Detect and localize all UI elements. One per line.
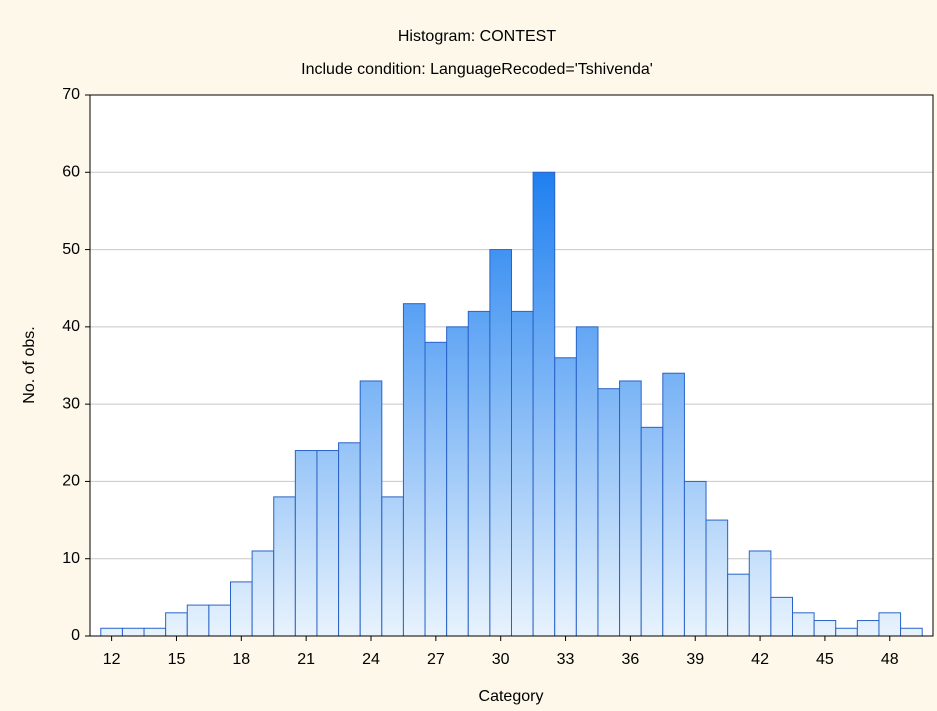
bar (489, 249, 512, 637)
bar (121, 627, 145, 637)
x-tick-label: 21 (297, 651, 315, 668)
y-axis-label: No. of obs. (21, 326, 38, 403)
bar (856, 620, 880, 637)
bar (575, 326, 599, 637)
plot-frame (89, 94, 934, 637)
y-tick-label: 20 (62, 473, 80, 490)
x-tick-label: 30 (492, 651, 510, 668)
bar (835, 627, 858, 637)
bar (446, 326, 469, 637)
bar (619, 380, 642, 637)
bar (683, 480, 707, 637)
y-tick-label: 30 (62, 395, 80, 412)
bar (792, 612, 815, 637)
y-tick-label: 40 (62, 318, 80, 335)
y-tick-label: 70 (62, 86, 80, 103)
y-tick-label: 0 (71, 627, 80, 644)
bar (294, 450, 318, 637)
bar (273, 496, 296, 637)
bar (878, 612, 902, 637)
bar (640, 426, 664, 637)
y-tick-label: 50 (62, 241, 80, 258)
bar (402, 303, 426, 637)
bar (424, 341, 448, 637)
x-tick-label: 24 (362, 651, 380, 668)
bar (705, 519, 729, 637)
x-tick-label: 39 (686, 651, 704, 668)
x-tick-label: 48 (881, 651, 899, 668)
x-tick-label: 15 (168, 651, 186, 668)
bar (316, 450, 340, 637)
bar (100, 627, 123, 637)
y-tick-label: 60 (62, 164, 80, 181)
y-tick-label: 10 (62, 550, 80, 567)
bar (554, 357, 577, 637)
x-tick-label: 36 (621, 651, 639, 668)
bar (748, 550, 772, 637)
x-tick-label: 45 (816, 651, 834, 668)
bar (359, 380, 383, 637)
bar (727, 573, 750, 637)
bar (251, 550, 275, 637)
x-tick-label: 18 (232, 651, 250, 668)
bar (597, 388, 621, 637)
bar (143, 627, 167, 637)
bar (208, 604, 231, 637)
bar (662, 372, 685, 637)
chart-title: Histogram: CONTEST (398, 28, 556, 45)
x-tick-label: 33 (557, 651, 575, 668)
bar (532, 171, 556, 637)
bar (511, 310, 534, 637)
bar (770, 596, 794, 637)
bar (230, 581, 253, 637)
bar (165, 612, 188, 637)
bar (467, 310, 491, 637)
x-tick-label: 42 (751, 651, 769, 668)
bar (900, 627, 923, 637)
x-tick-label: 12 (103, 651, 121, 668)
bar (813, 620, 837, 637)
x-tick-label: 27 (427, 651, 445, 668)
bar (338, 442, 361, 637)
bar (186, 604, 210, 637)
bar (381, 496, 404, 637)
chart-subtitle: Include condition: LanguageRecoded='Tshi… (301, 61, 653, 78)
x-axis-label: Category (479, 688, 544, 705)
